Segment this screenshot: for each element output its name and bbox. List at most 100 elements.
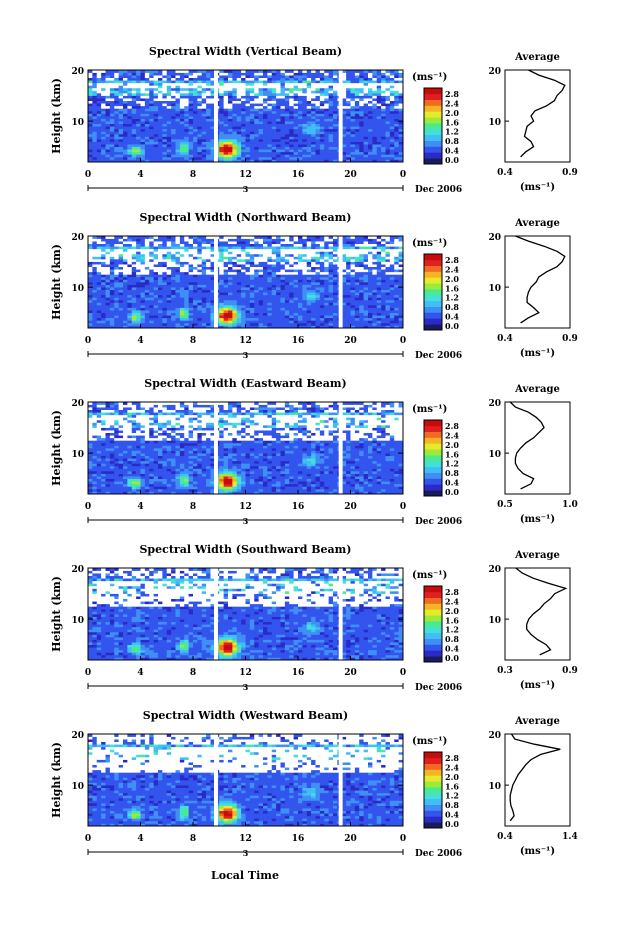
heatmap-cell bbox=[223, 110, 229, 114]
heatmap-cell bbox=[298, 251, 303, 255]
heatmap-cell bbox=[302, 126, 308, 130]
heatmap-cell bbox=[368, 310, 373, 314]
heatmap-cell bbox=[263, 241, 268, 245]
heatmap-cell bbox=[276, 320, 281, 324]
heatmap-cell bbox=[236, 282, 242, 285]
heatmap-cell bbox=[232, 294, 238, 298]
heatmap-cell bbox=[228, 287, 233, 291]
heatmap-cell bbox=[372, 156, 378, 160]
heatmap-cell bbox=[131, 320, 137, 324]
heatmap-cell bbox=[319, 269, 325, 273]
heatmap-cell bbox=[394, 82, 399, 86]
heatmap-cell bbox=[197, 128, 203, 132]
heatmap-cell bbox=[153, 149, 159, 153]
heatmap-cell bbox=[289, 126, 294, 130]
heatmap-cell bbox=[228, 87, 233, 91]
heatmap-cell bbox=[302, 118, 308, 122]
heatmap-cell bbox=[236, 80, 242, 84]
heatmap-cell bbox=[114, 154, 119, 158]
heatmap-cell bbox=[223, 246, 229, 250]
heatmap-cell bbox=[276, 139, 281, 142]
heatmap-cell bbox=[162, 246, 168, 250]
heatmap-cell bbox=[302, 282, 308, 285]
heatmap-cell bbox=[193, 126, 198, 130]
heatmap-cell bbox=[197, 241, 203, 245]
heatmap-cell bbox=[385, 90, 391, 94]
heatmap-cell bbox=[114, 72, 119, 76]
heatmap-cell bbox=[201, 253, 207, 257]
heatmap-cell bbox=[249, 98, 255, 102]
heatmap-cell bbox=[354, 251, 360, 255]
heatmap-cell bbox=[101, 105, 106, 109]
heatmap-cell bbox=[385, 100, 391, 104]
heatmap-cell bbox=[284, 141, 290, 145]
heatmap-cell bbox=[350, 315, 356, 319]
heatmap-cell bbox=[263, 238, 268, 242]
heatmap-cell bbox=[114, 264, 119, 268]
heatmap-cell bbox=[249, 87, 255, 91]
heatmap-cell bbox=[144, 126, 150, 130]
heatmap-cell bbox=[144, 103, 150, 107]
heatmap-cell bbox=[184, 141, 189, 145]
heatmap-cell bbox=[328, 139, 334, 142]
heatmap-cell bbox=[328, 294, 334, 298]
heatmap-cell bbox=[236, 105, 242, 109]
heatmap-cell bbox=[171, 284, 176, 288]
heatmap-cell bbox=[166, 320, 172, 324]
heatmap-cell bbox=[328, 80, 334, 84]
heatmap-cell bbox=[201, 274, 207, 278]
heatmap-cell bbox=[341, 236, 347, 239]
heatmap-cell bbox=[293, 256, 299, 260]
heatmap-cell bbox=[324, 274, 329, 278]
heatmap-cell bbox=[254, 118, 259, 122]
heatmap-cell bbox=[341, 98, 347, 102]
heatmap-cell bbox=[311, 133, 316, 137]
heatmap-cell bbox=[136, 325, 141, 329]
heatmap-cell bbox=[92, 144, 98, 148]
heatmap-cell bbox=[123, 299, 128, 303]
heatmap-cell bbox=[341, 85, 347, 89]
heatmap-cell bbox=[127, 149, 133, 153]
heatmap-cell bbox=[127, 144, 133, 148]
heatmap-cell bbox=[298, 100, 303, 104]
heatmap-cell bbox=[333, 256, 338, 260]
heatmap-cell bbox=[92, 236, 98, 239]
heatmap-cell bbox=[153, 305, 159, 308]
heatmap-cell bbox=[254, 98, 259, 102]
heatmap-cell bbox=[341, 118, 347, 122]
heatmap-cell bbox=[88, 259, 93, 262]
heatmap-cell bbox=[289, 312, 294, 316]
heatmap-cell bbox=[201, 236, 207, 239]
heatmap-cell bbox=[394, 131, 399, 135]
heatmap-cell bbox=[236, 146, 242, 150]
heatmap-cell bbox=[289, 251, 294, 255]
heatmap-cell bbox=[254, 85, 259, 89]
heatmap-cell bbox=[245, 77, 251, 81]
heatmap-cell bbox=[350, 82, 356, 86]
heatmap-cell bbox=[232, 269, 238, 273]
heatmap-cell bbox=[140, 274, 146, 278]
heatmap-cell bbox=[171, 243, 176, 247]
heatmap-cell bbox=[109, 95, 115, 99]
heatmap-cell bbox=[276, 307, 281, 311]
heatmap-cell bbox=[394, 70, 399, 73]
heatmap-cell bbox=[197, 105, 203, 109]
heatmap-cell bbox=[197, 320, 203, 324]
heatmap-cell bbox=[245, 105, 251, 109]
heatmap-cell bbox=[284, 121, 290, 125]
heatmap-cell bbox=[298, 110, 303, 114]
heatmap-cell bbox=[389, 70, 395, 73]
heatmap-cell bbox=[149, 294, 154, 298]
heatmap-cell bbox=[232, 322, 238, 326]
heatmap-cell bbox=[105, 105, 111, 109]
heatmap-cell bbox=[101, 141, 106, 145]
heatmap-cell bbox=[368, 282, 373, 285]
heatmap-cell bbox=[88, 284, 93, 288]
heatmap-cell bbox=[376, 136, 382, 140]
heatmap-cell bbox=[354, 243, 360, 247]
heatmap-cell bbox=[140, 315, 146, 319]
heatmap-cell bbox=[136, 282, 141, 285]
heatmap-cell bbox=[372, 108, 378, 112]
heatmap-cell bbox=[140, 302, 146, 306]
heatmap-cell bbox=[249, 110, 255, 114]
